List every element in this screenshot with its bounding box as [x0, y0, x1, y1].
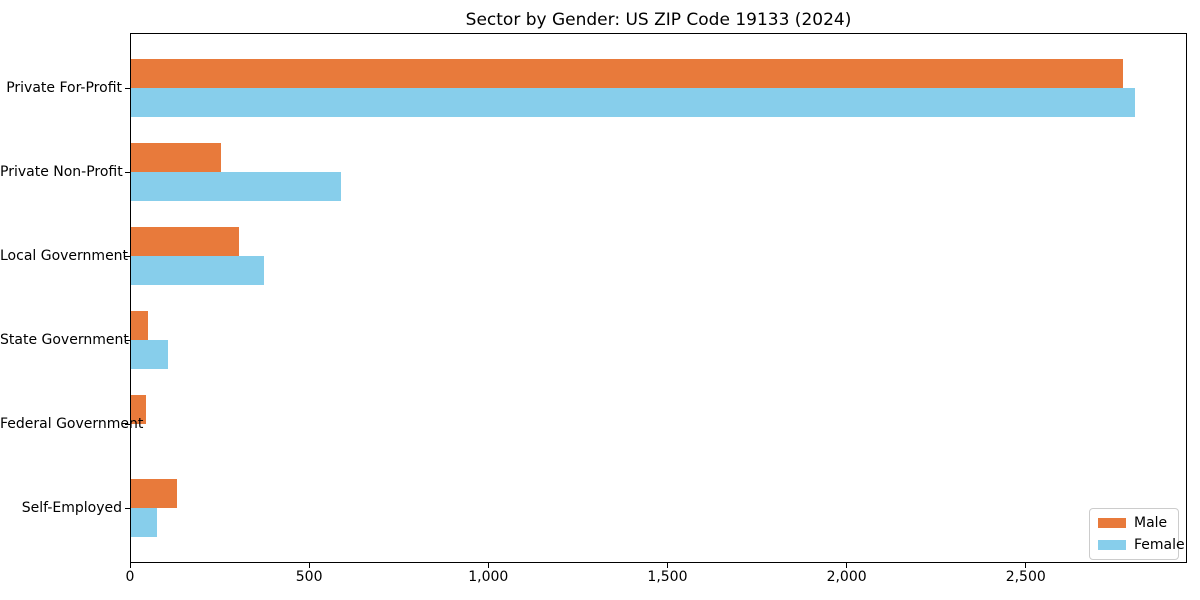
bar-female-self-employed	[130, 508, 157, 537]
bar-female-private-non-profit	[130, 172, 342, 201]
chart-title: Sector by Gender: US ZIP Code 19133 (202…	[465, 10, 852, 30]
x-tick-1500	[666, 563, 668, 568]
y-axis-label-state-government: State Government	[0, 332, 129, 348]
female-color-swatch	[1098, 540, 1126, 550]
y-axis-label-private-for-profit: Private For-Profit	[6, 80, 122, 96]
x-tick-label-2500: 2,500	[1005, 569, 1046, 585]
y-tick-private-for-profit	[125, 87, 130, 89]
x-tick-1000	[487, 563, 489, 568]
male-color-swatch	[1098, 518, 1126, 528]
legend-item-male: Male	[1098, 515, 1170, 531]
y-tick-self-employed	[125, 507, 130, 509]
legend-item-female: Female	[1098, 537, 1185, 553]
bar-male-state-government	[130, 311, 148, 340]
bar-male-local-government	[130, 227, 240, 256]
x-tick-label-1500: 1,500	[647, 569, 688, 585]
y-axis-label-self-employed: Self-Employed	[21, 500, 122, 516]
bar-female-local-government	[130, 256, 265, 285]
y-axis-label-local-government: Local Government	[0, 248, 129, 264]
x-tick-label-2000: 2,000	[826, 569, 867, 585]
x-tick-500	[308, 563, 310, 568]
y-tick-local-government	[125, 255, 130, 257]
x-tick-2500	[1025, 563, 1027, 568]
legend: Male Female	[1089, 508, 1185, 560]
bar-male-federal-government	[130, 395, 147, 424]
y-axis-label-federal-government: Federal Government	[0, 416, 144, 432]
x-tick-label-1000: 1,000	[468, 569, 509, 585]
bar-female-private-for-profit	[130, 88, 1136, 117]
bar-female-state-government	[130, 340, 168, 369]
y-axis-label-private-non-profit: Private Non-Profit	[0, 164, 123, 180]
bar-male-self-employed	[130, 479, 177, 508]
bar-male-private-for-profit	[130, 59, 1123, 88]
x-tick-0	[129, 563, 131, 568]
x-tick-2000	[846, 563, 848, 568]
bar-male-private-non-profit	[130, 143, 222, 172]
y-tick-state-government	[125, 339, 130, 341]
x-tick-label-500: 500	[295, 569, 323, 585]
y-tick-federal-government	[125, 423, 130, 425]
legend-label-female: Female	[1134, 537, 1185, 553]
x-tick-label-0: 0	[125, 569, 135, 585]
y-tick-private-non-profit	[125, 171, 130, 173]
legend-label-male: Male	[1134, 515, 1168, 531]
